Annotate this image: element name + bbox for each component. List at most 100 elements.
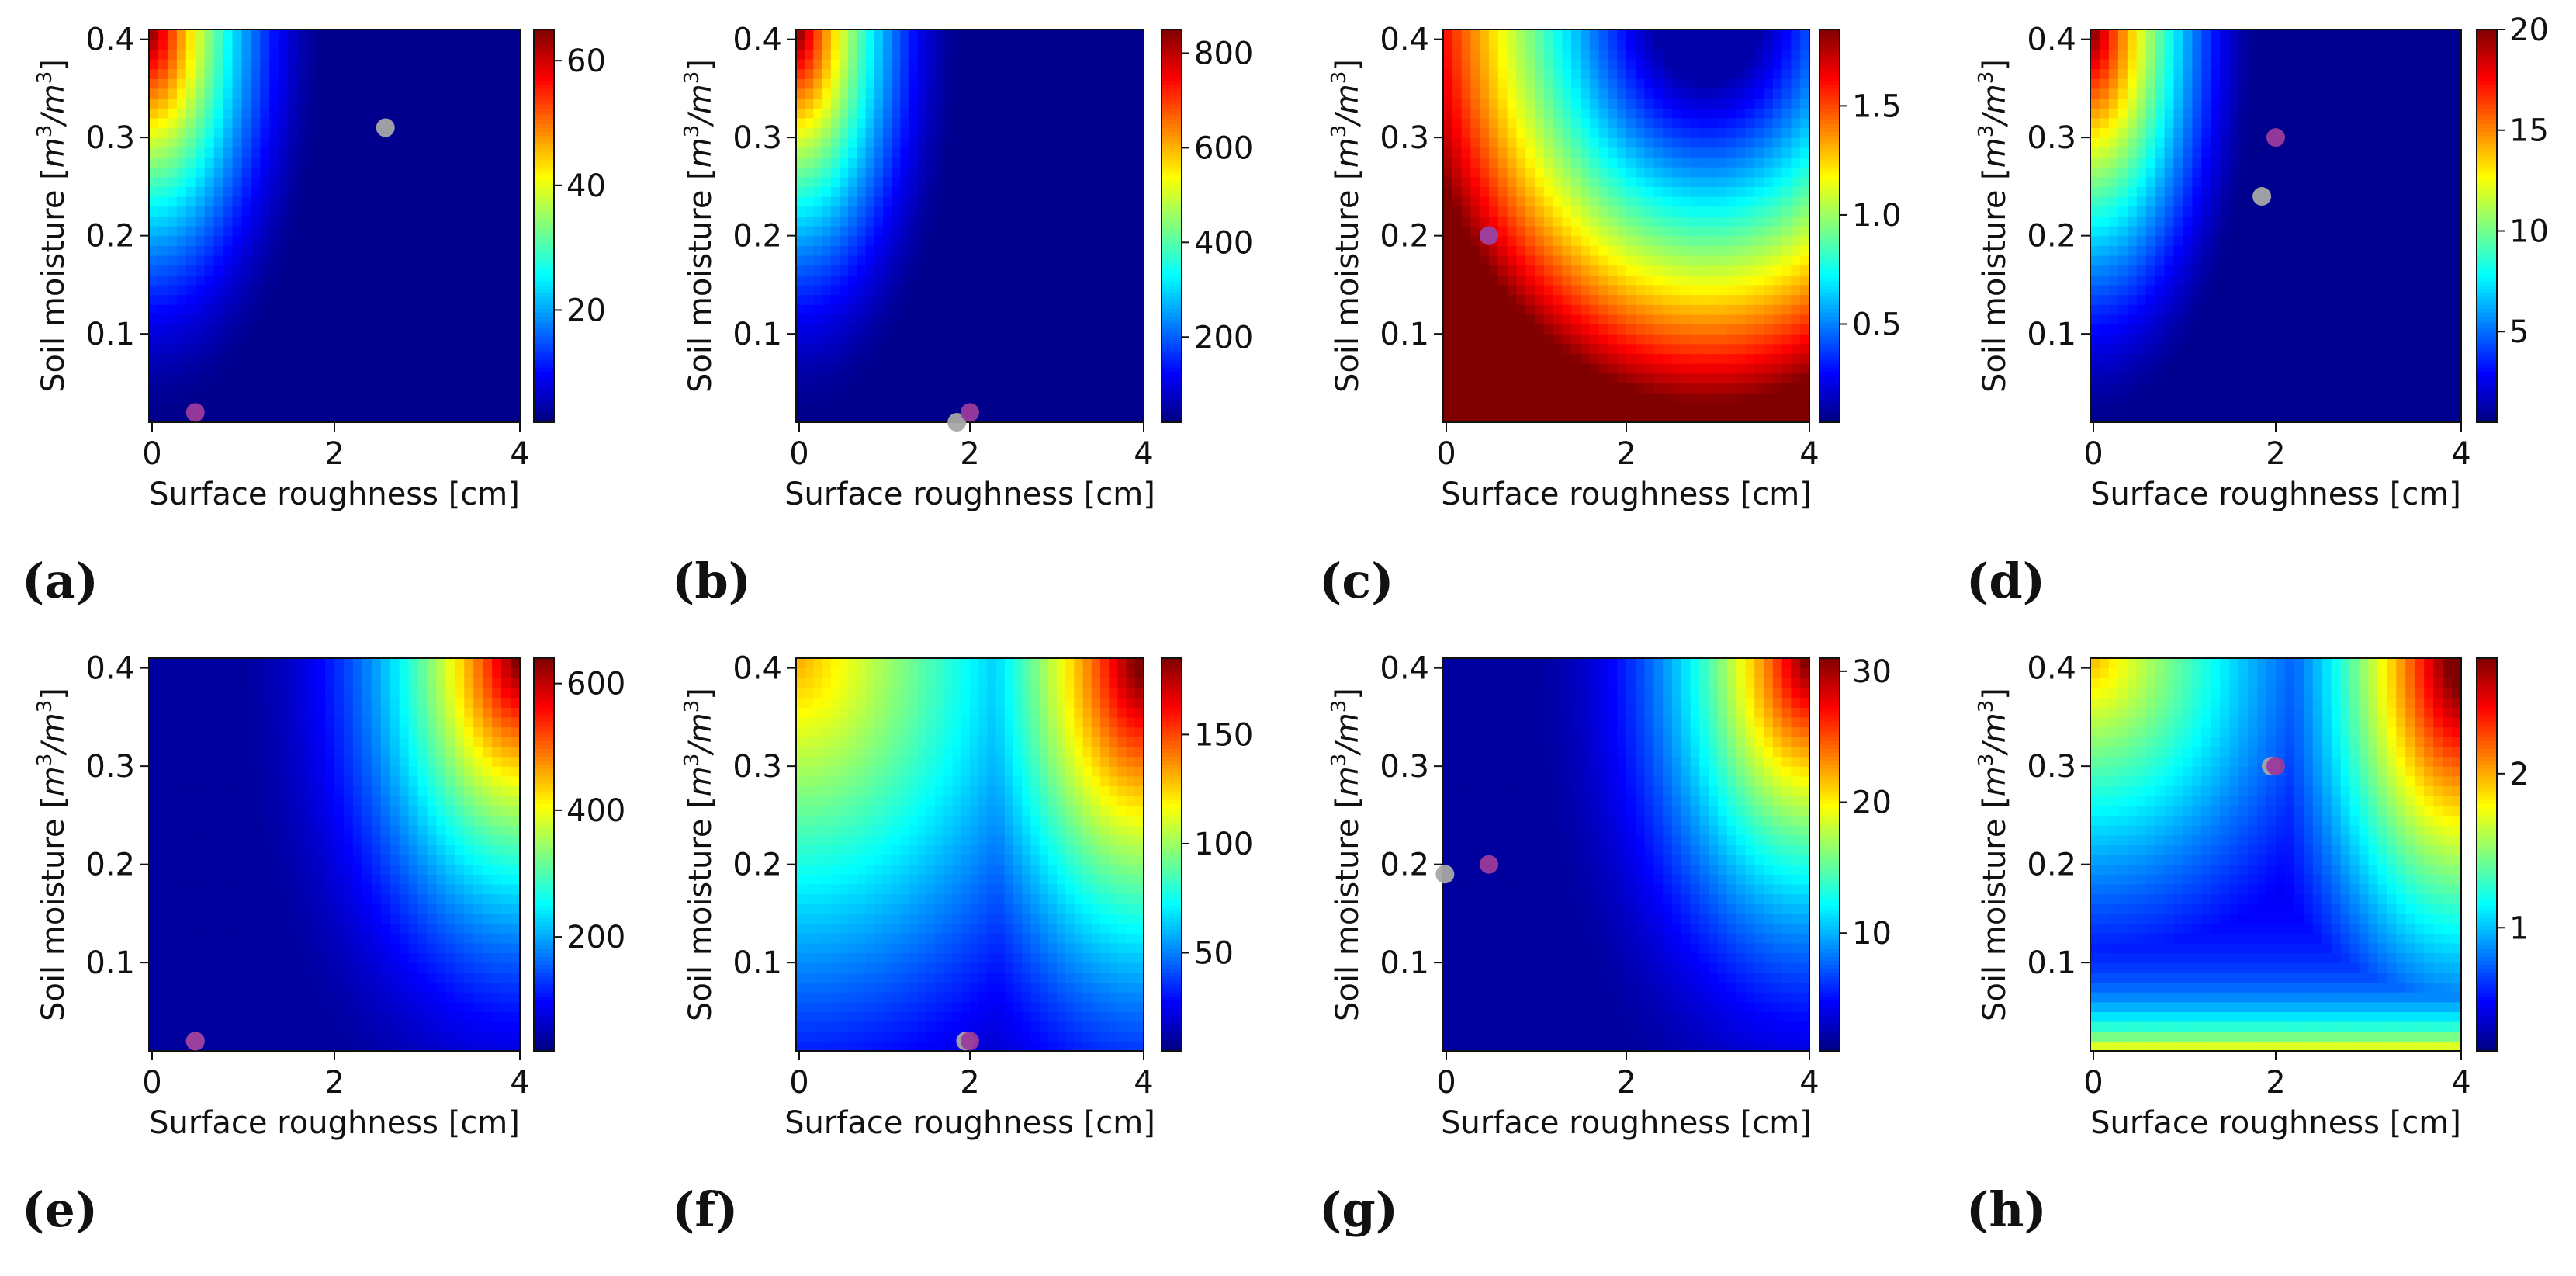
heatmap-cell bbox=[408, 49, 419, 60]
heatmap-cell bbox=[987, 68, 997, 79]
heatmap-cell bbox=[935, 216, 944, 227]
heatmap-cell bbox=[288, 294, 298, 305]
heatmap-cell bbox=[1581, 334, 1591, 345]
heatmap-cell bbox=[213, 147, 224, 158]
heatmap-cell bbox=[1507, 363, 1517, 374]
heatmap-cell bbox=[1117, 98, 1127, 109]
heatmap-cell bbox=[427, 373, 438, 383]
heatmap-cell bbox=[978, 284, 988, 296]
heatmap-cell bbox=[501, 393, 511, 404]
heatmap-cell bbox=[232, 255, 243, 266]
heatmap-cell bbox=[1126, 196, 1136, 207]
heatmap-cell bbox=[892, 334, 901, 345]
heatmap-cell bbox=[334, 314, 345, 325]
heatmap-cell bbox=[436, 49, 446, 60]
heatmap-cell bbox=[909, 402, 919, 413]
heatmap-cell bbox=[167, 39, 178, 50]
heatmap-cell bbox=[1581, 117, 1591, 129]
heatmap-cell bbox=[1736, 88, 1746, 99]
heatmap-cell bbox=[408, 255, 419, 266]
heatmap-cell bbox=[935, 157, 944, 168]
heatmap-cell bbox=[805, 49, 814, 60]
heatmap-cell bbox=[213, 294, 224, 305]
heatmap-cell bbox=[1745, 147, 1755, 158]
heatmap-cell bbox=[343, 324, 354, 335]
heatmap-cell bbox=[1516, 167, 1526, 178]
heatmap-cell bbox=[1644, 412, 1654, 423]
heatmap-cell bbox=[970, 167, 979, 178]
heatmap-cell bbox=[149, 49, 159, 60]
heatmap-cell bbox=[306, 186, 317, 197]
heatmap-cell bbox=[241, 176, 252, 187]
heatmap-cell bbox=[176, 245, 187, 256]
heatmap-cell bbox=[297, 98, 307, 109]
heatmap-cell bbox=[269, 157, 279, 168]
heatmap-cell bbox=[1635, 265, 1646, 276]
heatmap-cell bbox=[1100, 363, 1110, 374]
heatmap-cell bbox=[316, 117, 326, 129]
colorbar-segment bbox=[1162, 57, 1182, 62]
heatmap-cell bbox=[279, 88, 289, 99]
heatmap-cell bbox=[1022, 39, 1031, 50]
heatmap-cell bbox=[1443, 147, 1453, 158]
heatmap-cell bbox=[917, 58, 927, 70]
heatmap-cell bbox=[408, 58, 419, 70]
colorbar-segment bbox=[1162, 280, 1182, 286]
heatmap-cell bbox=[380, 284, 391, 296]
colorbar-segment bbox=[1162, 390, 1182, 396]
heatmap-cell bbox=[241, 363, 252, 374]
heatmap-cell bbox=[874, 383, 884, 394]
heatmap-cell bbox=[408, 343, 419, 355]
heatmap-cell bbox=[935, 98, 944, 109]
heatmap-cell bbox=[306, 324, 317, 335]
heatmap-cell bbox=[1443, 265, 1453, 276]
heatmap-cell bbox=[241, 108, 252, 119]
heatmap-cell bbox=[1004, 176, 1014, 187]
colorbar-segment bbox=[534, 304, 554, 309]
colorbar-segment bbox=[1162, 265, 1182, 270]
heatmap-cell bbox=[297, 255, 307, 266]
heatmap-cell bbox=[1709, 265, 1719, 276]
heatmap-cell bbox=[952, 255, 962, 266]
heatmap-cell bbox=[1516, 78, 1526, 89]
heatmap-cell bbox=[1470, 383, 1480, 394]
heatmap-cell bbox=[943, 196, 954, 207]
heatmap-cell bbox=[436, 157, 446, 168]
heatmap-cell bbox=[813, 245, 823, 256]
heatmap-cell bbox=[185, 186, 196, 197]
heatmap-cell bbox=[987, 127, 997, 138]
heatmap-cell bbox=[325, 304, 335, 315]
heatmap-cell bbox=[223, 383, 234, 394]
heatmap-cell bbox=[1644, 255, 1654, 266]
heatmap-cell bbox=[1117, 363, 1127, 374]
heatmap-cell bbox=[1653, 157, 1664, 168]
heatmap-cell bbox=[1562, 402, 1572, 413]
heatmap-cell bbox=[909, 88, 919, 99]
heatmap-cell bbox=[1653, 324, 1664, 335]
heatmap-cell bbox=[306, 412, 317, 423]
heatmap-cell bbox=[848, 226, 857, 237]
heatmap-cell bbox=[952, 58, 962, 70]
heatmap-cell bbox=[1091, 363, 1101, 374]
heatmap-cell bbox=[1681, 186, 1691, 197]
colorbar-segment bbox=[1162, 163, 1182, 168]
heatmap-cell bbox=[865, 235, 875, 246]
heatmap-cell bbox=[223, 176, 234, 187]
heatmap-cell bbox=[399, 363, 410, 374]
heatmap-cell bbox=[232, 186, 243, 197]
heatmap-cell bbox=[1109, 108, 1118, 119]
heatmap-cell bbox=[501, 383, 511, 394]
heatmap-cell bbox=[1507, 412, 1517, 423]
heatmap-cell bbox=[1065, 255, 1075, 266]
heatmap-cell bbox=[306, 314, 317, 325]
heatmap-cell bbox=[1644, 334, 1654, 345]
heatmap-cell bbox=[978, 255, 988, 266]
heatmap-cell bbox=[316, 353, 326, 364]
heatmap-cell bbox=[1626, 176, 1636, 187]
heatmap-cell bbox=[1443, 29, 1453, 40]
heatmap-cell bbox=[1653, 167, 1664, 178]
heatmap-cell bbox=[1022, 343, 1031, 355]
heatmap-cell bbox=[1635, 147, 1646, 158]
heatmap-cell bbox=[1764, 49, 1774, 60]
heatmap-cell bbox=[464, 58, 474, 70]
